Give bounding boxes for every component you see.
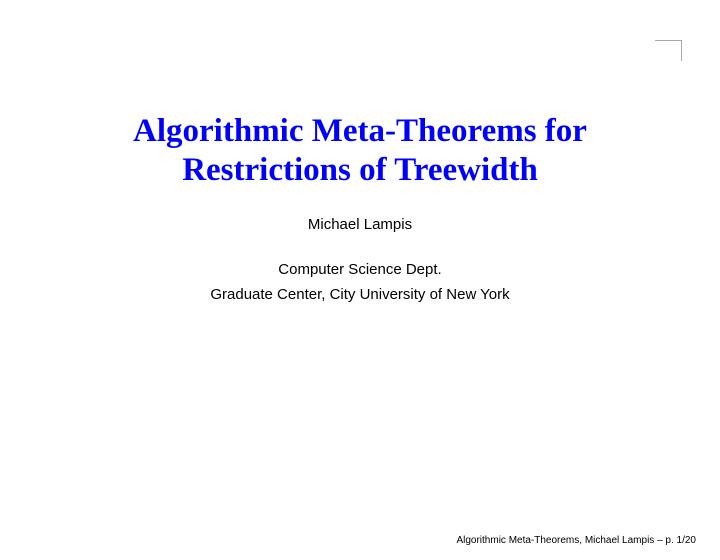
slide-title: Algorithmic Meta-Theorems for Restrictio… [50, 0, 670, 190]
affiliation-line-2: Graduate Center, City University of New … [0, 278, 720, 303]
slide-footer: Algorithmic Meta-Theorems, Michael Lampi… [456, 535, 696, 546]
title-line-1: Algorithmic Meta-Theorems for [50, 112, 670, 151]
author-name: Michael Lampis [0, 190, 720, 233]
affiliation-line-1: Computer Science Dept. [0, 233, 720, 278]
corner-decoration [655, 40, 682, 61]
title-line-2: Restrictions of Treewidth [50, 151, 670, 190]
